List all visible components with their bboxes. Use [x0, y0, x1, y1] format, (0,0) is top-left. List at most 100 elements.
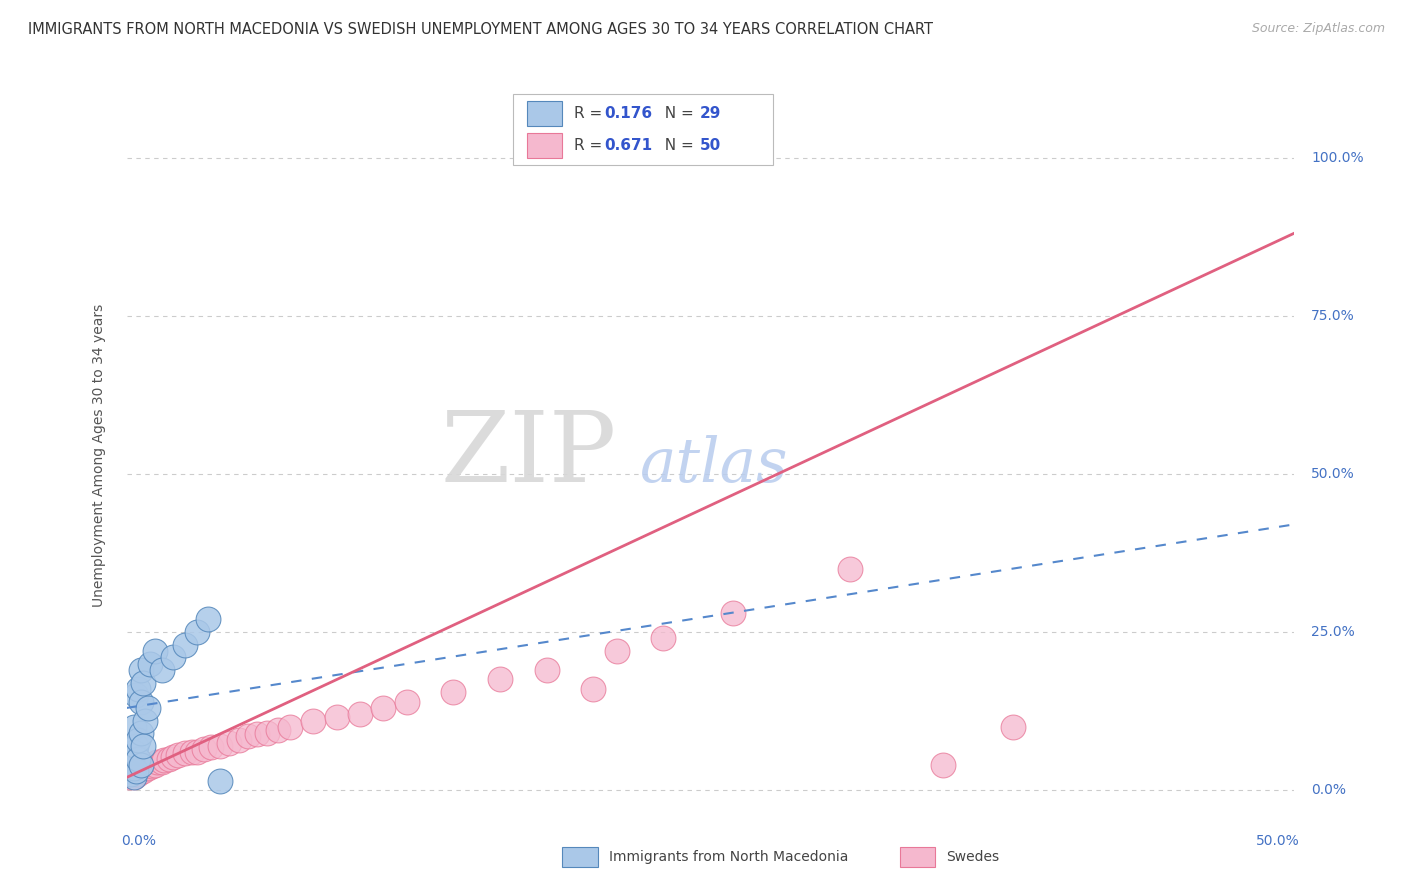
Point — [932, 757, 955, 772]
Text: 25.0%: 25.0% — [1310, 625, 1355, 639]
Point — [839, 562, 862, 576]
Text: ZIP: ZIP — [440, 407, 617, 503]
Point — [723, 606, 745, 620]
Text: atlas: atlas — [640, 435, 789, 495]
Point — [122, 720, 145, 734]
Point — [582, 681, 605, 696]
Point — [150, 755, 173, 769]
Point — [122, 745, 145, 759]
Point — [162, 650, 184, 665]
Point — [136, 761, 159, 775]
Point — [236, 730, 259, 744]
Point — [167, 748, 190, 763]
Point — [489, 673, 512, 687]
Point — [228, 732, 250, 747]
Point — [200, 740, 222, 755]
Point — [180, 745, 202, 759]
Point — [120, 764, 142, 779]
Point — [536, 663, 558, 677]
Point — [120, 755, 142, 769]
Point — [125, 688, 148, 702]
Point — [122, 764, 145, 779]
Text: 75.0%: 75.0% — [1310, 309, 1355, 323]
Point — [129, 764, 152, 779]
Point — [127, 751, 149, 765]
Point — [129, 695, 152, 709]
Point — [606, 644, 628, 658]
Point — [174, 638, 197, 652]
Point — [143, 644, 166, 658]
Point — [120, 767, 142, 781]
Point — [139, 657, 162, 671]
Point — [373, 701, 395, 715]
Point — [1002, 720, 1025, 734]
Point — [143, 757, 166, 772]
Point — [136, 701, 159, 715]
Point — [129, 757, 152, 772]
Point — [141, 759, 163, 773]
Point — [302, 714, 325, 728]
Point — [246, 727, 269, 741]
Point — [157, 751, 180, 765]
Point — [395, 695, 418, 709]
Text: R =: R = — [574, 106, 607, 120]
Point — [134, 761, 156, 775]
Point — [129, 663, 152, 677]
Point — [652, 632, 675, 646]
Point — [127, 767, 149, 781]
Point — [132, 764, 155, 779]
Point — [325, 710, 347, 724]
Point — [146, 755, 169, 769]
Text: 0.176: 0.176 — [605, 106, 652, 120]
Point — [125, 767, 148, 781]
Text: R =: R = — [574, 138, 607, 153]
Point — [197, 612, 219, 626]
Point — [186, 745, 208, 759]
Point — [218, 736, 240, 750]
Text: 50.0%: 50.0% — [1310, 467, 1355, 481]
Text: 100.0%: 100.0% — [1310, 151, 1364, 165]
Point — [125, 739, 148, 753]
Point — [122, 771, 145, 785]
Text: 0.0%: 0.0% — [1310, 783, 1346, 797]
Text: Immigrants from North Macedonia: Immigrants from North Macedonia — [609, 850, 848, 864]
Point — [208, 739, 231, 753]
Text: 29: 29 — [700, 106, 721, 120]
Point — [256, 726, 278, 740]
Text: Swedes: Swedes — [946, 850, 1000, 864]
Point — [153, 753, 176, 767]
Point — [186, 625, 208, 640]
Point — [162, 750, 184, 764]
Text: 0.671: 0.671 — [605, 138, 652, 153]
Point — [278, 720, 301, 734]
Point — [118, 771, 141, 785]
Point — [122, 771, 145, 785]
Text: N =: N = — [655, 138, 699, 153]
Point — [139, 757, 162, 772]
Text: 0.0%: 0.0% — [121, 834, 156, 848]
Text: 50: 50 — [700, 138, 721, 153]
Point — [134, 714, 156, 728]
Point — [129, 761, 152, 775]
Point — [129, 726, 152, 740]
Text: IMMIGRANTS FROM NORTH MACEDONIA VS SWEDISH UNEMPLOYMENT AMONG AGES 30 TO 34 YEAR: IMMIGRANTS FROM NORTH MACEDONIA VS SWEDI… — [28, 22, 934, 37]
Point — [208, 773, 231, 788]
Point — [267, 723, 290, 737]
Point — [349, 707, 371, 722]
Point — [122, 761, 145, 775]
Text: 50.0%: 50.0% — [1256, 834, 1299, 848]
Point — [127, 732, 149, 747]
Point — [125, 764, 148, 779]
Point — [127, 761, 149, 775]
Point — [441, 685, 464, 699]
Point — [193, 742, 215, 756]
Point — [174, 747, 197, 761]
Point — [132, 739, 155, 753]
Text: Source: ZipAtlas.com: Source: ZipAtlas.com — [1251, 22, 1385, 36]
Text: N =: N = — [655, 106, 699, 120]
Point — [132, 675, 155, 690]
Point — [150, 663, 173, 677]
Point — [127, 681, 149, 696]
Y-axis label: Unemployment Among Ages 30 to 34 years: Unemployment Among Ages 30 to 34 years — [91, 303, 105, 607]
Point — [120, 767, 142, 781]
